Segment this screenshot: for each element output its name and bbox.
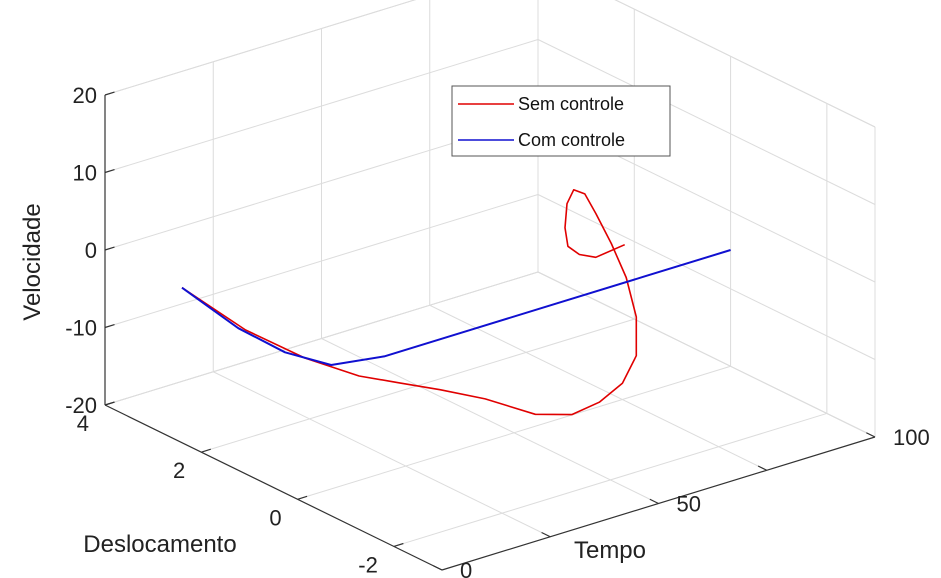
gridline-z-side xyxy=(614,0,876,128)
gridline-z-side xyxy=(537,39,876,205)
y-tick-mark xyxy=(393,542,404,548)
gridline-z-side xyxy=(537,271,876,438)
z-tick-label: -10 xyxy=(65,316,97,341)
x-tick-mark xyxy=(649,498,659,505)
x-axis-label: Tempo xyxy=(574,537,646,564)
series-line-sem-controle xyxy=(181,189,638,416)
x-tick-mark xyxy=(757,465,768,471)
legend-box xyxy=(451,85,671,157)
gridline-y-floor xyxy=(393,412,828,547)
x-tick-mark xyxy=(433,565,443,571)
z-tick-mark xyxy=(104,169,115,174)
z-tick-mark xyxy=(104,401,115,406)
gridline-z-back xyxy=(104,271,539,406)
z-tick-label: -20 xyxy=(65,393,97,418)
y-tick-mark xyxy=(201,448,211,453)
legend-label-sem-controle: Sem controle xyxy=(518,94,624,114)
x-tick-label: 100 xyxy=(893,425,930,450)
legend-label-com-controle: Com controle xyxy=(518,130,625,150)
z-tick-mark xyxy=(104,324,115,329)
axis-layer xyxy=(104,91,876,571)
y-axis-line xyxy=(104,404,443,571)
series-layer xyxy=(181,189,731,416)
y-tick-label: 4 xyxy=(77,411,89,436)
z-tick-mark xyxy=(104,246,115,251)
gridline-y-floor xyxy=(297,365,731,500)
x-tick-mark xyxy=(866,432,876,438)
legend: Sem controle Com controle xyxy=(451,85,671,157)
series-line-com-controle xyxy=(181,249,731,366)
y-axis-label: Deslocamento xyxy=(83,531,236,558)
x-tick-label: 50 xyxy=(677,492,701,517)
z-tick-mark xyxy=(104,91,115,96)
gridline-z-back xyxy=(104,0,416,96)
z-tick-label: 0 xyxy=(85,238,97,263)
z-tick-label: 10 xyxy=(73,161,97,186)
grid-layer xyxy=(104,0,876,571)
z-tick-label: 20 xyxy=(73,83,97,108)
gridline-z-back xyxy=(104,194,539,328)
gridline-x-floor xyxy=(429,304,767,471)
y-tick-mark xyxy=(297,495,308,500)
x-tick-label: 0 xyxy=(460,558,472,578)
x-tick-mark xyxy=(541,531,551,538)
gridline-z-side xyxy=(537,194,876,360)
gridline-z-back xyxy=(104,39,539,173)
z-axis-label: Velocidade xyxy=(19,203,46,320)
gridline-x-floor xyxy=(213,371,551,538)
gridline-x-floor xyxy=(321,338,659,504)
y-tick-label: -2 xyxy=(358,552,378,577)
y-tick-label: 2 xyxy=(173,458,185,483)
y-tick-label: 0 xyxy=(269,505,281,530)
